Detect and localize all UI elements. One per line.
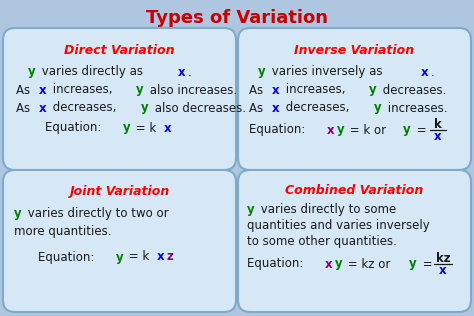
Text: Equation:: Equation: (45, 121, 105, 135)
Text: y: y (409, 258, 417, 270)
Text: x: x (327, 124, 334, 137)
Text: also increases.: also increases. (146, 83, 237, 96)
Text: As: As (16, 101, 34, 114)
Text: As: As (249, 101, 267, 114)
Text: Direct Variation: Direct Variation (64, 44, 175, 57)
Text: k: k (434, 118, 442, 131)
Text: y: y (116, 251, 123, 264)
Text: kz: kz (436, 252, 450, 264)
Text: As: As (16, 83, 34, 96)
FancyBboxPatch shape (238, 170, 471, 312)
Text: y: y (141, 101, 148, 114)
Text: Equation:: Equation: (38, 251, 98, 264)
Text: = k: = k (132, 121, 157, 135)
Text: y: y (123, 121, 130, 135)
FancyBboxPatch shape (3, 170, 236, 312)
Text: z: z (166, 251, 173, 264)
Text: x: x (434, 130, 442, 143)
Text: y: y (258, 65, 265, 78)
Text: .: . (188, 65, 192, 78)
Text: Joint Variation: Joint Variation (69, 185, 170, 198)
Text: y: y (28, 65, 36, 78)
Text: =: = (419, 258, 436, 270)
Text: increases,: increases, (49, 83, 116, 96)
Text: Inverse Variation: Inverse Variation (294, 44, 415, 57)
Text: x: x (272, 83, 280, 96)
Text: varies directly to some: varies directly to some (257, 204, 396, 216)
Text: y: y (369, 83, 376, 96)
Text: x: x (420, 65, 428, 78)
Text: = kz or: = kz or (344, 258, 394, 270)
Text: y: y (337, 124, 344, 137)
Text: x: x (39, 83, 47, 96)
Text: = k or: = k or (346, 124, 390, 137)
FancyBboxPatch shape (238, 28, 471, 170)
Text: x: x (439, 264, 447, 277)
Text: varies inversely as: varies inversely as (268, 65, 386, 78)
Text: Equation:: Equation: (247, 258, 307, 270)
Text: x: x (272, 101, 280, 114)
Text: y: y (403, 124, 410, 137)
Text: varies directly to two or: varies directly to two or (24, 206, 168, 220)
Text: Equation:: Equation: (249, 124, 309, 137)
Text: As: As (249, 83, 267, 96)
Text: x: x (178, 65, 186, 78)
Text: Types of Variation: Types of Variation (146, 9, 328, 27)
Text: x: x (325, 258, 332, 270)
Text: Combined Variation: Combined Variation (285, 185, 424, 198)
Text: decreases.: decreases. (379, 83, 446, 96)
Text: increases,: increases, (282, 83, 349, 96)
Text: varies directly as: varies directly as (38, 65, 146, 78)
Text: y: y (136, 83, 143, 96)
Text: also decreases.: also decreases. (151, 101, 246, 114)
Text: y: y (335, 258, 342, 270)
Text: to some other quantities.: to some other quantities. (247, 235, 397, 248)
Text: decreases,: decreases, (282, 101, 353, 114)
Text: x: x (39, 101, 47, 114)
FancyBboxPatch shape (3, 28, 236, 170)
Text: more quantities.: more quantities. (14, 224, 111, 238)
Text: =: = (413, 124, 430, 137)
Text: x: x (157, 251, 164, 264)
Text: y: y (247, 204, 255, 216)
Text: increases.: increases. (383, 101, 447, 114)
Text: decreases,: decreases, (49, 101, 120, 114)
Text: .: . (430, 65, 434, 78)
Text: y: y (14, 206, 22, 220)
Text: = k: = k (126, 251, 150, 264)
Text: quantities and varies inversely: quantities and varies inversely (247, 220, 430, 233)
Text: y: y (374, 101, 381, 114)
Text: x: x (164, 121, 171, 135)
